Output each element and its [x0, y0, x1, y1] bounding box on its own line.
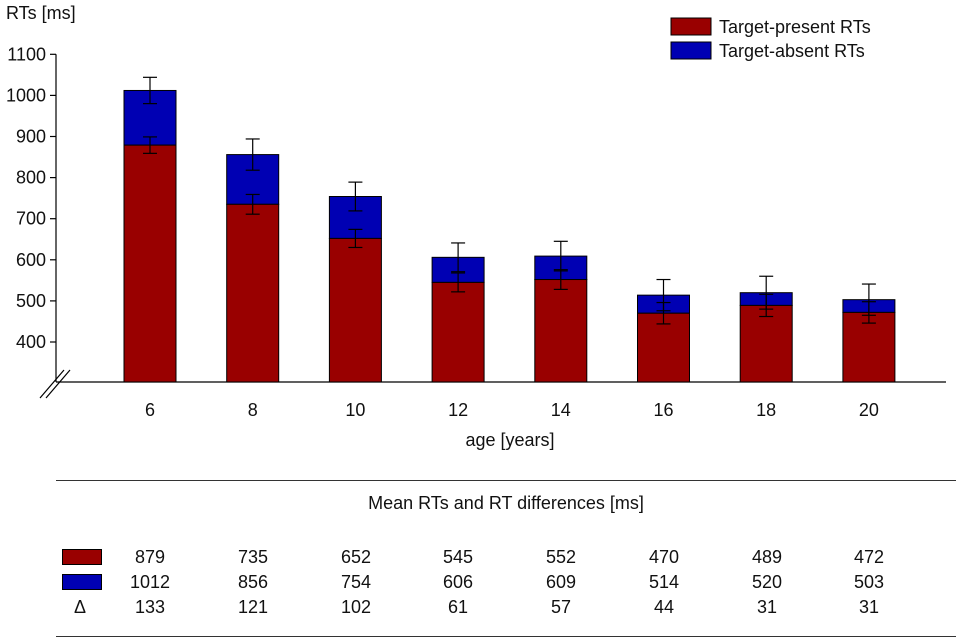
legend-swatch-absent: [670, 41, 712, 60]
table-cell: 1012: [129, 572, 171, 592]
y-tick-label: 700: [16, 209, 46, 229]
y-tick-label: 900: [16, 127, 46, 147]
y-tick-label: 1000: [6, 85, 46, 105]
delta-symbol: Δ: [74, 597, 87, 617]
table-cell: 44: [653, 597, 675, 617]
x-tick-label: 10: [345, 400, 365, 420]
table-top-rule: [56, 480, 956, 481]
table-cell: 552: [545, 547, 577, 567]
absent-swatch: [62, 574, 102, 590]
bar-target-present: [431, 281, 485, 383]
table-cell: 61: [447, 597, 469, 617]
y-tick-label: 800: [16, 168, 46, 188]
bar-target-present: [226, 203, 280, 383]
table-cell: 121: [237, 597, 269, 617]
table-row-delta: Δ 133 121 102 61 57 44 31 31: [0, 595, 964, 621]
bar-target-present: [739, 304, 793, 383]
axis-break-mark: [39, 369, 65, 399]
table-cell: 31: [756, 597, 778, 617]
table-cell: 57: [550, 597, 572, 617]
table-cell: 606: [442, 572, 474, 592]
table-cell: 856: [237, 572, 269, 592]
x-tick-label: 14: [551, 400, 571, 420]
table-cell: 472: [853, 547, 885, 567]
table-title: Mean RTs and RT differences [ms]: [368, 493, 644, 513]
y-tick-label: 400: [16, 332, 46, 352]
x-tick-label: 18: [756, 400, 776, 420]
legend-swatch-present: [670, 17, 712, 36]
y-tick-label: 1100: [7, 44, 46, 64]
legend-label-present: Target-present RTs: [719, 17, 871, 37]
x-axis-label: age [years]: [465, 430, 554, 450]
legend-label-absent: Target-absent RTs: [719, 41, 865, 61]
table-cell: 102: [340, 597, 372, 617]
bar-target-present: [123, 144, 177, 383]
present-swatch: [62, 549, 102, 565]
table-cell: 609: [545, 572, 577, 592]
x-tick-label: 12: [448, 400, 468, 420]
table-cell: 470: [648, 547, 680, 567]
table-row-present: 879 735 652 545 552 470 489 472: [0, 545, 964, 571]
table-cell: 520: [751, 572, 783, 592]
bar-target-present: [842, 311, 896, 383]
bar-target-present: [637, 312, 690, 383]
bar-target-present: [534, 279, 588, 383]
x-tick-label: 8: [248, 400, 258, 420]
x-tick-label: 16: [653, 400, 673, 420]
y-tick-label: 500: [16, 291, 46, 311]
table-cell: 735: [237, 547, 269, 567]
rt-bar-chart: 400 500 600 700 800 900 1000 1100 RTs [ms] 6 8 10 12…: [6, 3, 946, 450]
x-tick-label: 20: [859, 400, 879, 420]
table-cell: 545: [442, 547, 474, 567]
table-cell: 489: [751, 547, 783, 567]
table-bottom-rule: [56, 636, 956, 637]
axis-break-mark: [45, 369, 71, 399]
table-cell: 754: [340, 572, 372, 592]
bar-target-present: [328, 237, 382, 383]
y-axis-label: RTs [ms]: [6, 3, 76, 23]
y-tick-label: 600: [16, 250, 46, 270]
table-row-absent: 1012 856 754 606 609 514 520 503: [0, 570, 964, 596]
table-cell: 133: [134, 597, 166, 617]
x-tick-label: 6: [145, 400, 155, 420]
table-cell: 503: [853, 572, 885, 592]
table-cell: 514: [648, 572, 680, 592]
table-cell: 879: [134, 547, 166, 567]
table-cell: 31: [858, 597, 880, 617]
table-cell: 652: [340, 547, 372, 567]
